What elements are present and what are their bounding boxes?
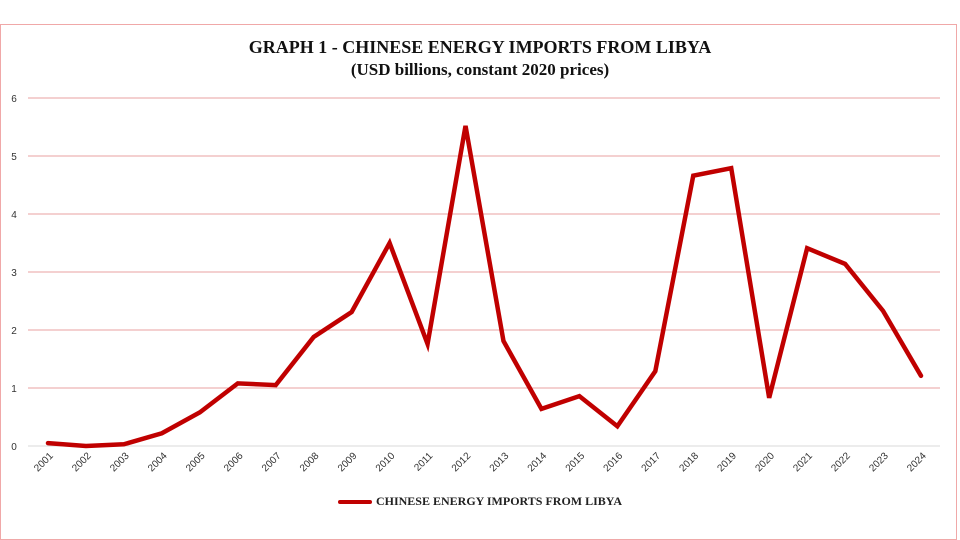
x-tick-label: 2015 (564, 450, 588, 474)
x-tick-label: 2012 (450, 450, 474, 474)
x-tick-label: 2006 (222, 450, 246, 474)
x-tick-label: 2024 (905, 450, 929, 474)
x-tick-label: 2023 (867, 450, 891, 474)
x-tick-label: 2001 (32, 450, 56, 474)
x-tick-label: 2014 (526, 450, 550, 474)
x-tick-label: 2013 (488, 450, 512, 474)
x-tick-label: 2003 (108, 450, 132, 474)
x-tick-label: 2019 (715, 450, 739, 474)
chart-title: GRAPH 1 - CHINESE ENERGY IMPORTS FROM LI… (248, 37, 712, 57)
x-tick-label: 2022 (829, 450, 853, 474)
x-tick-label: 2002 (70, 450, 94, 474)
legend-label: CHINESE ENERGY IMPORTS FROM LIBYA (375, 494, 623, 508)
y-tick-label: 4 (11, 210, 17, 221)
x-tick-label: 2008 (298, 450, 322, 474)
x-tick-label: 2009 (336, 450, 360, 474)
x-tick-label: 2020 (753, 450, 777, 474)
x-tick-label: 2011 (412, 450, 435, 473)
chart-subtitle: (USD billions, constant 2020 prices) (350, 60, 610, 79)
x-tick-label: 2007 (260, 450, 284, 474)
x-tick-label: 2005 (184, 450, 208, 474)
y-tick-label: 2 (11, 326, 17, 337)
x-tick-label: 2017 (640, 450, 664, 474)
x-tick-label: 2004 (146, 450, 170, 474)
y-tick-label: 3 (11, 268, 17, 279)
x-tick-label: 2010 (374, 450, 398, 474)
x-tick-label: 2016 (602, 450, 626, 474)
y-tick-label: 6 (11, 94, 17, 105)
series-line (45, 125, 924, 449)
y-tick-label: 0 (11, 442, 17, 453)
y-tick-label: 1 (11, 384, 17, 395)
x-tick-label: 2018 (678, 450, 702, 474)
y-tick-label: 5 (11, 152, 17, 163)
legend-swatch (337, 499, 372, 504)
legend: CHINESE ENERGY IMPORTS FROM LIBYA (0, 494, 960, 509)
x-tick-label: 2021 (791, 450, 815, 474)
